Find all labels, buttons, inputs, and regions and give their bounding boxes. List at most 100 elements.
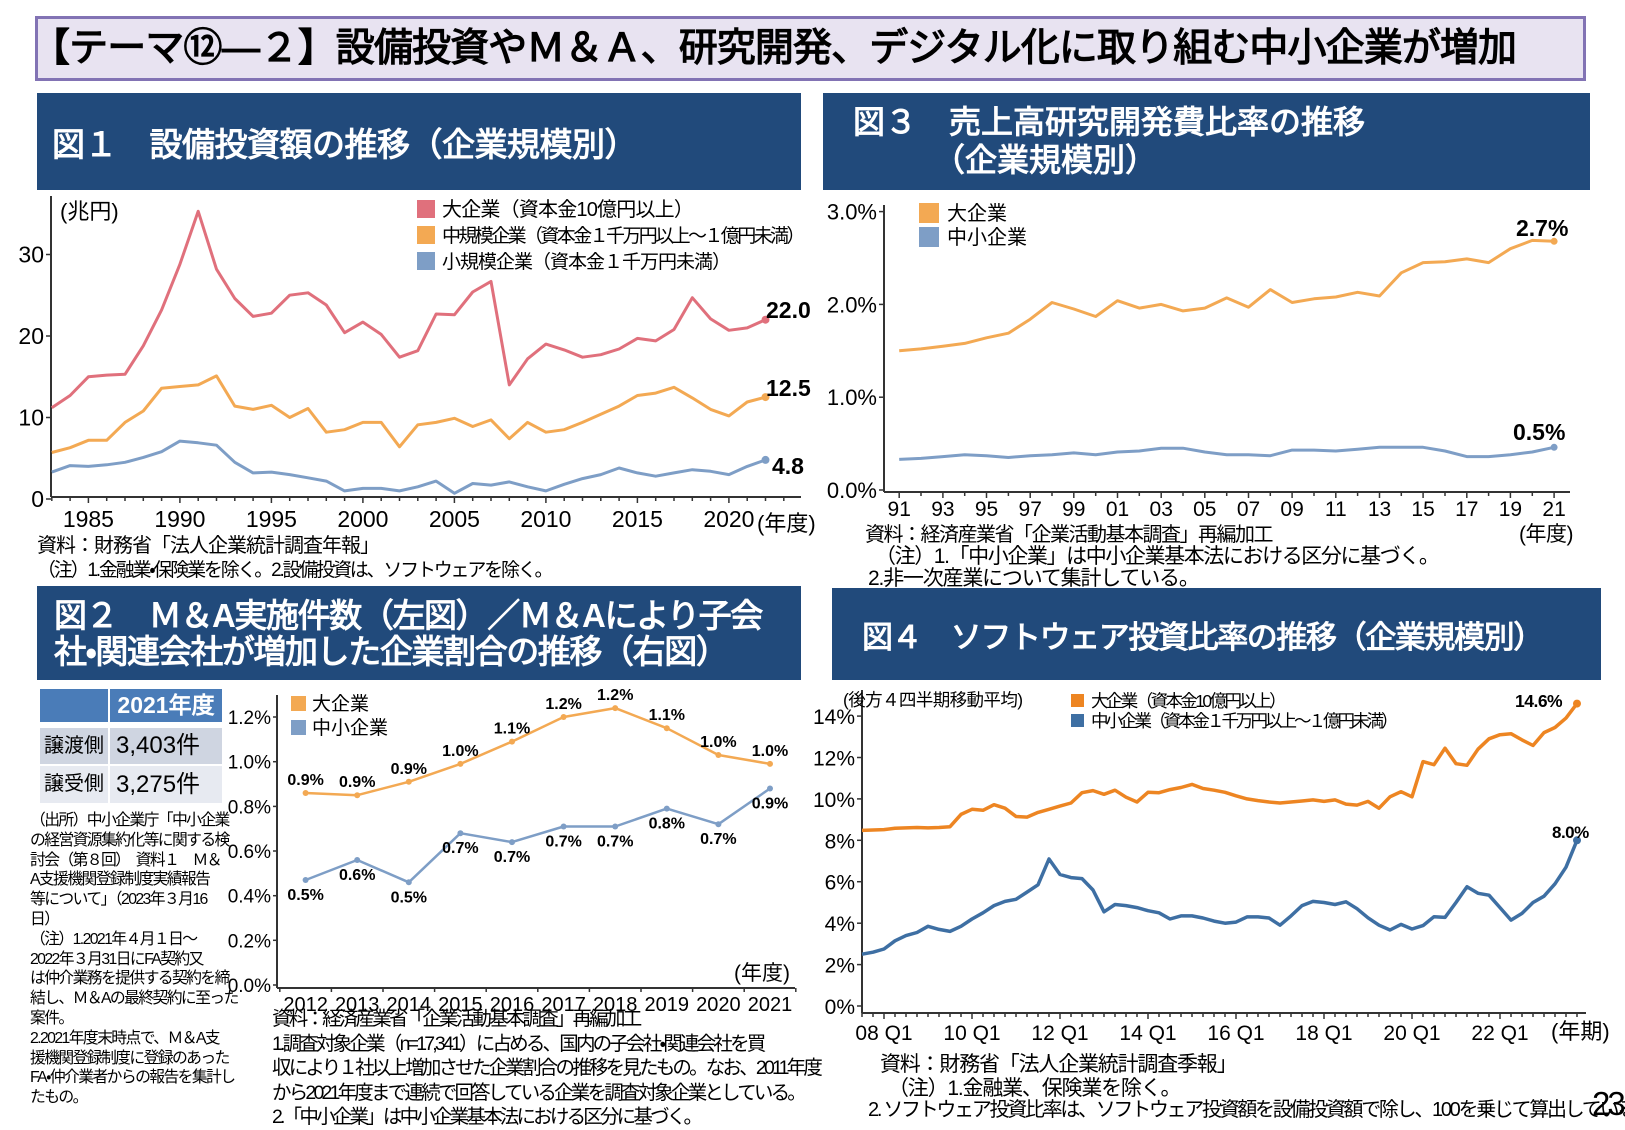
svg-text:中小企業（資本金１千万円以上～１億円未満）: 中小企業（資本金１千万円以上～１億円未満） (1091, 711, 1396, 731)
svg-text:10: 10 (18, 405, 44, 431)
svg-text:0: 0 (31, 486, 44, 512)
svg-text:05: 05 (1193, 498, 1216, 521)
svg-text:2020: 2020 (703, 506, 754, 532)
svg-text:91: 91 (888, 498, 911, 521)
svg-text:4.8: 4.8 (772, 453, 804, 479)
svg-text:0.8%: 0.8% (649, 816, 685, 833)
svg-text:95: 95 (975, 498, 998, 521)
svg-text:(後方４四半期移動平均): (後方４四半期移動平均) (843, 690, 1022, 710)
svg-text:8%: 8% (825, 830, 855, 853)
svg-text:99: 99 (1062, 498, 1085, 521)
svg-text:14 Q1: 14 Q1 (1119, 1022, 1176, 1045)
svg-text:10 Q1: 10 Q1 (943, 1022, 1000, 1045)
svg-text:中小企業: 中小企業 (947, 226, 1027, 249)
svg-text:1.1%: 1.1% (649, 707, 685, 724)
svg-text:0.7%: 0.7% (494, 849, 530, 866)
svg-text:08 Q1: 08 Q1 (855, 1022, 912, 1045)
svg-text:0.9%: 0.9% (339, 774, 375, 791)
svg-text:2005: 2005 (429, 506, 480, 532)
svg-text:0.4%: 0.4% (228, 887, 271, 908)
svg-text:03: 03 (1150, 498, 1173, 521)
svg-text:22.0: 22.0 (766, 297, 811, 323)
svg-text:2015: 2015 (438, 994, 483, 1016)
svg-text:大企業: 大企業 (312, 693, 369, 715)
svg-text:20: 20 (18, 323, 44, 349)
svg-text:0.7%: 0.7% (597, 834, 633, 851)
svg-text:大企業（資本金10億円以上）: 大企業（資本金10億円以上） (442, 198, 693, 221)
svg-text:0.7%: 0.7% (700, 831, 736, 848)
svg-text:1.2%: 1.2% (597, 687, 633, 704)
svg-text:2014: 2014 (387, 994, 432, 1016)
svg-text:1985: 1985 (63, 506, 114, 532)
svg-text:2017: 2017 (541, 994, 586, 1016)
svg-text:2012: 2012 (283, 994, 328, 1016)
svg-text:11: 11 (1325, 498, 1347, 521)
svg-text:2019: 2019 (645, 994, 690, 1016)
svg-text:09: 09 (1280, 498, 1303, 521)
svg-text:12 Q1: 12 Q1 (1031, 1022, 1088, 1045)
svg-text:2.0%: 2.0% (827, 292, 877, 317)
svg-text:22 Q1: 22 Q1 (1471, 1022, 1528, 1045)
svg-text:1.1%: 1.1% (494, 721, 530, 738)
svg-text:(年度): (年度) (757, 511, 816, 536)
svg-text:(年期): (年期) (1551, 1019, 1610, 1044)
svg-text:2015: 2015 (612, 506, 663, 532)
svg-text:2018: 2018 (593, 994, 638, 1016)
svg-text:(兆円): (兆円) (60, 199, 119, 224)
svg-text:16 Q1: 16 Q1 (1207, 1022, 1264, 1045)
svg-text:1.2%: 1.2% (545, 696, 581, 713)
svg-text:中規模企業（資本金１千万円以上～１億円未満）: 中規模企業（資本金１千万円以上～１億円未満） (442, 225, 803, 247)
svg-text:大企業（資本金10億円以上）: 大企業（資本金10億円以上） (1091, 691, 1284, 711)
svg-text:19: 19 (1499, 498, 1522, 521)
svg-text:1.0%: 1.0% (752, 743, 788, 760)
svg-text:2021: 2021 (748, 994, 793, 1016)
svg-text:01: 01 (1106, 498, 1129, 521)
svg-text:小規模企業（資本金１千万円未満）: 小規模企業（資本金１千万円未満） (442, 251, 730, 273)
svg-text:0.2%: 0.2% (228, 931, 271, 952)
svg-text:2.7%: 2.7% (1516, 215, 1568, 241)
svg-text:0.0%: 0.0% (228, 976, 271, 997)
svg-text:0.5%: 0.5% (287, 887, 323, 904)
svg-text:17: 17 (1455, 498, 1478, 521)
svg-text:0%: 0% (825, 996, 855, 1019)
svg-text:2013: 2013 (335, 994, 380, 1016)
svg-text:0.8%: 0.8% (228, 797, 271, 818)
svg-text:0.5%: 0.5% (391, 889, 427, 906)
svg-text:15: 15 (1411, 498, 1434, 521)
svg-text:14.6%: 14.6% (1515, 691, 1563, 711)
svg-text:2%: 2% (825, 955, 855, 978)
svg-text:0.9%: 0.9% (287, 772, 323, 789)
svg-text:(年度): (年度) (734, 962, 790, 985)
svg-text:0.5%: 0.5% (1513, 419, 1565, 445)
svg-text:0.9%: 0.9% (752, 796, 788, 813)
svg-text:0.7%: 0.7% (442, 840, 478, 857)
svg-text:0.0%: 0.0% (827, 478, 877, 503)
svg-text:21: 21 (1542, 498, 1565, 521)
svg-text:93: 93 (931, 498, 954, 521)
svg-text:10%: 10% (813, 789, 855, 812)
svg-text:20 Q1: 20 Q1 (1383, 1022, 1440, 1045)
svg-text:1.0%: 1.0% (228, 753, 271, 774)
svg-text:1.0%: 1.0% (827, 385, 877, 410)
svg-text:1995: 1995 (246, 506, 297, 532)
svg-text:2010: 2010 (520, 506, 571, 532)
svg-text:1990: 1990 (154, 506, 205, 532)
svg-text:97: 97 (1019, 498, 1042, 521)
svg-text:1.0%: 1.0% (442, 743, 478, 760)
svg-text:3.0%: 3.0% (827, 200, 877, 225)
svg-text:13: 13 (1368, 498, 1391, 521)
svg-text:2016: 2016 (490, 994, 535, 1016)
svg-text:4%: 4% (825, 913, 855, 936)
svg-text:0.6%: 0.6% (339, 867, 375, 884)
svg-text:8.0%: 8.0% (1552, 823, 1589, 842)
svg-text:30: 30 (18, 242, 44, 268)
svg-text:12.5: 12.5 (766, 375, 811, 401)
svg-text:1.0%: 1.0% (700, 734, 736, 751)
svg-text:07: 07 (1237, 498, 1260, 521)
svg-text:0.6%: 0.6% (228, 842, 271, 863)
svg-text:0.9%: 0.9% (391, 761, 427, 778)
svg-text:18 Q1: 18 Q1 (1295, 1022, 1352, 1045)
svg-text:2020: 2020 (696, 994, 741, 1016)
svg-text:6%: 6% (825, 872, 855, 895)
svg-text:大企業: 大企業 (947, 202, 1007, 225)
